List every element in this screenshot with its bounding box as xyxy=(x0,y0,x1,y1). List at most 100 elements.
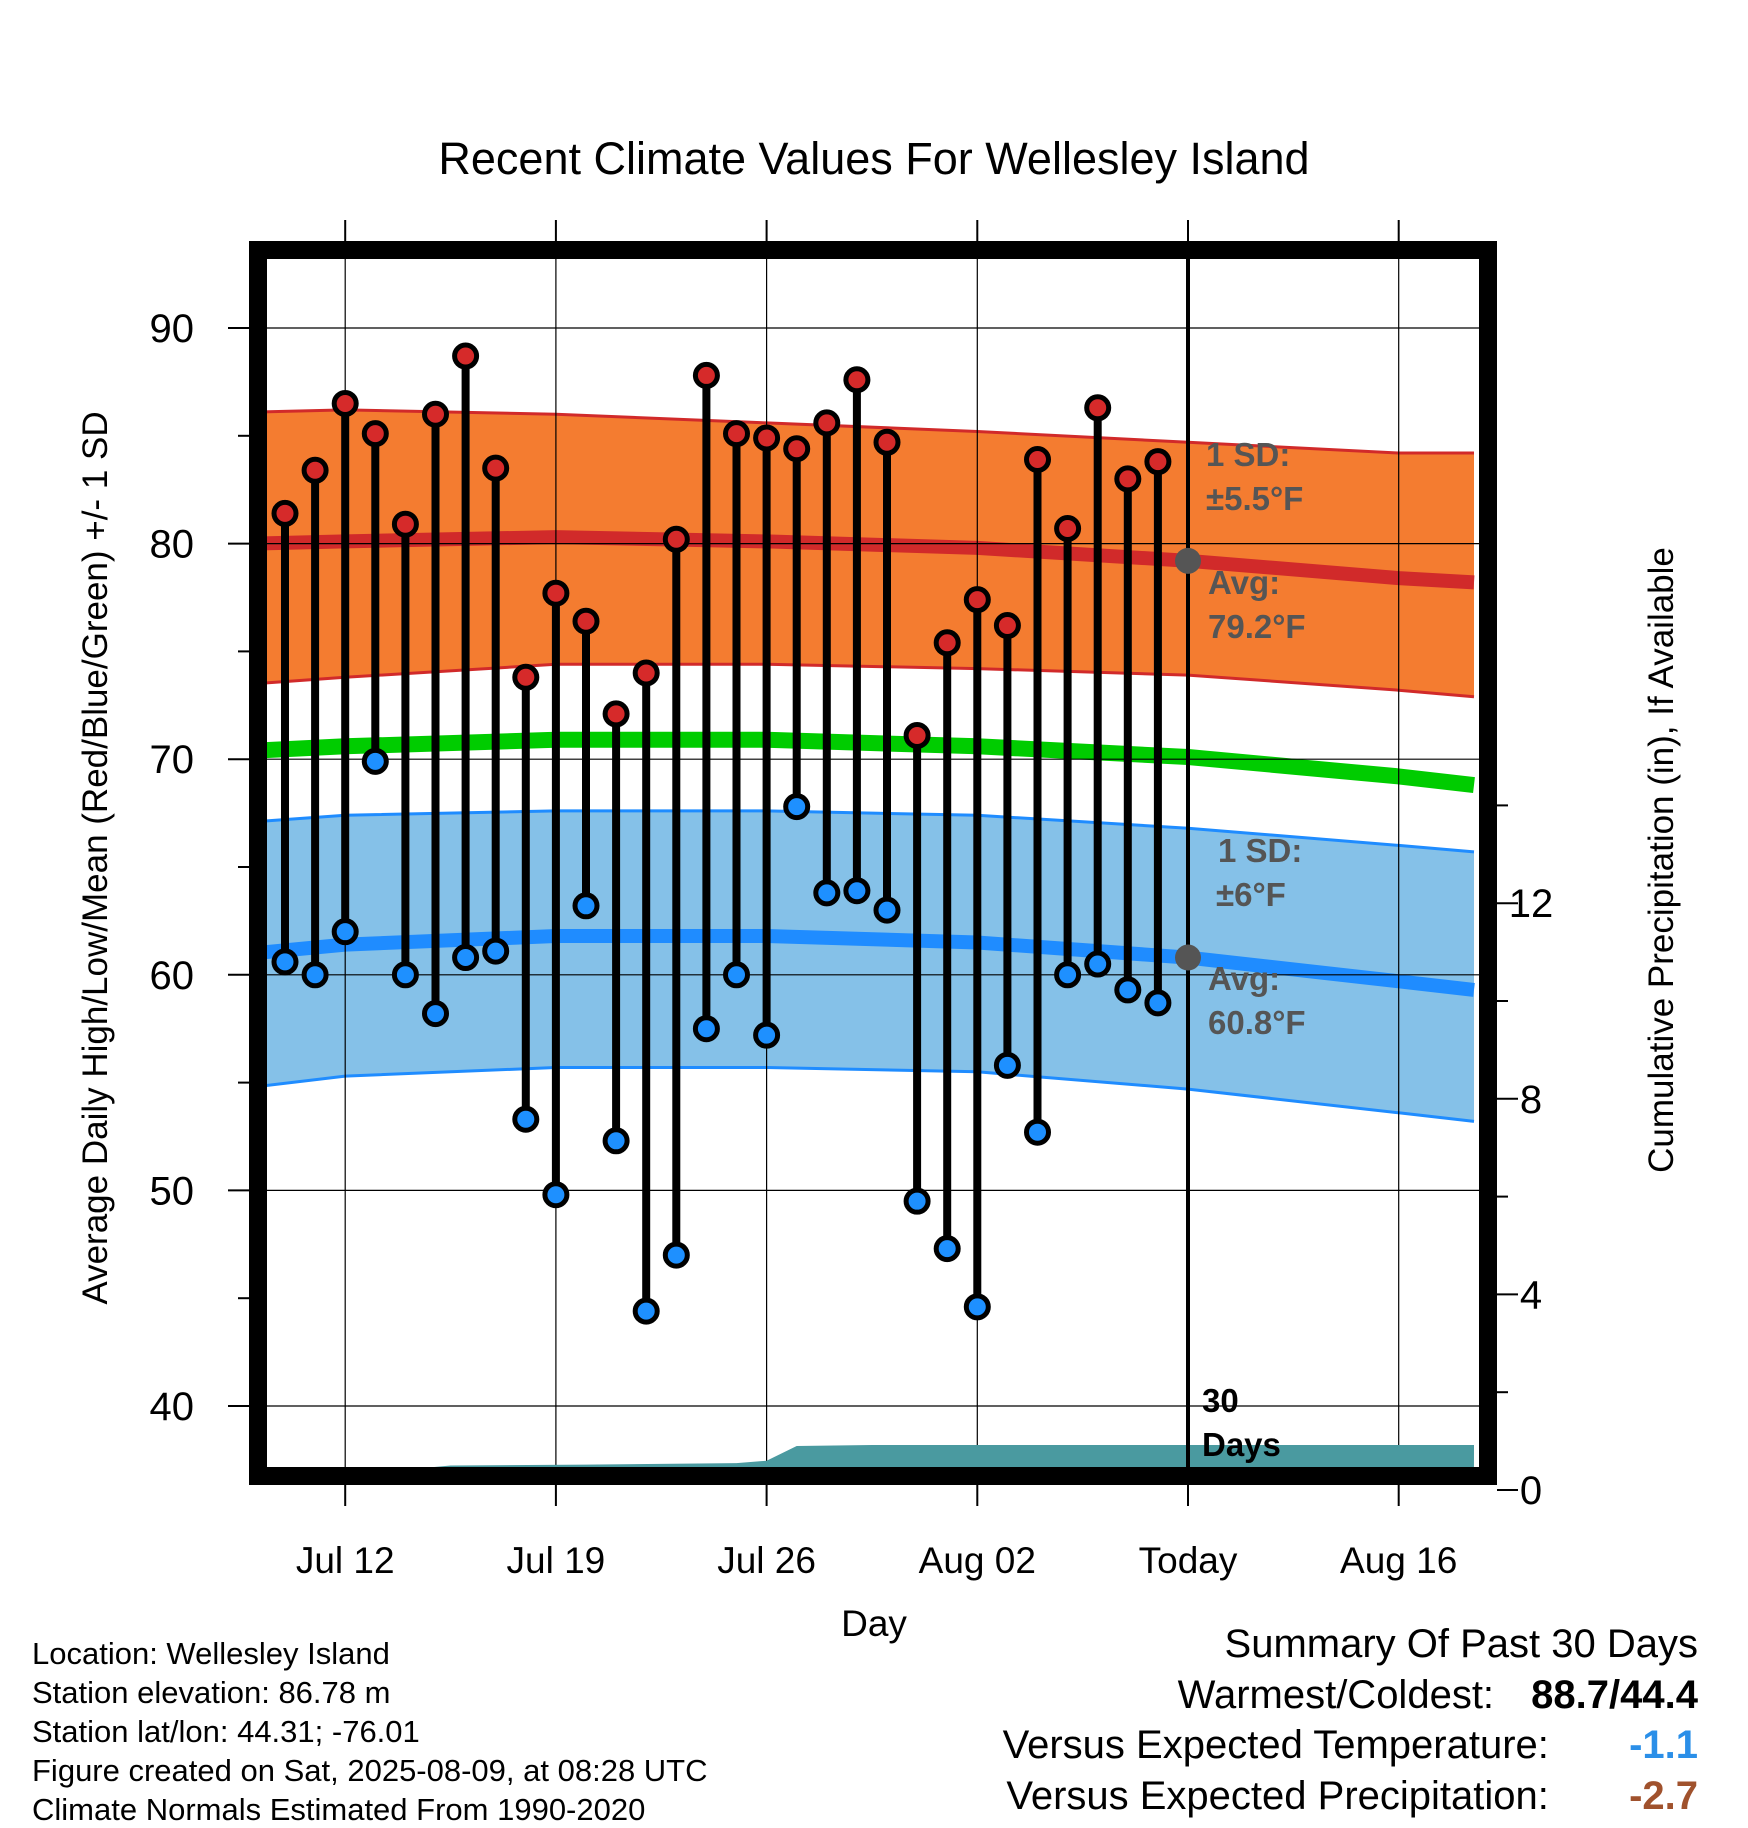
y2-axis-label: Cumulative Precipitation (in), If Availa… xyxy=(1642,547,1681,1173)
daily-high-point xyxy=(692,361,720,389)
y-tick-label: 80 xyxy=(150,523,195,567)
daily-low-point xyxy=(933,1235,961,1263)
normal-low-sd-band xyxy=(258,810,1474,1122)
normal-high-lower-edge xyxy=(258,662,1475,699)
daily-low-point xyxy=(723,961,750,989)
y2-tick-label: 0 xyxy=(1520,1469,1542,1513)
daily-high-point xyxy=(843,366,871,394)
figure-created: Figure created on Sat, 2025-08-09, at 08… xyxy=(32,1753,708,1788)
daily-high-point xyxy=(632,659,660,687)
daily-low-point xyxy=(662,1241,690,1269)
plot-area: 1 SD: ±5.5°F Avg: 79.2°F 1 SD: ±6°F Avg: 60.8°F… xyxy=(150,220,1553,1581)
daily-high-point xyxy=(512,663,540,691)
y-tick-label: 90 xyxy=(150,307,195,351)
high-avg-title: Avg: xyxy=(1208,564,1280,601)
plot-frame xyxy=(249,241,1497,1485)
daily-high-point xyxy=(903,721,931,749)
y2-tick-label: 8 xyxy=(1520,1078,1542,1122)
low-sd-title: 1 SD: xyxy=(1218,832,1302,869)
daily-high-point xyxy=(1024,446,1051,474)
station-elevation: Station elevation: 86.78 m xyxy=(32,1675,391,1710)
daily-high-point xyxy=(452,342,480,370)
summary-temperature-value: -1.1 xyxy=(1629,1723,1698,1767)
chart-title: Recent Climate Values For Wellesley Isla… xyxy=(438,133,1309,184)
daily-low-point xyxy=(903,1187,931,1215)
summary-warm-cold-label: Warmest/Coldest: xyxy=(1177,1673,1495,1717)
daily-low-point xyxy=(692,1015,720,1043)
daily-low-point xyxy=(963,1293,991,1321)
daily-high-point xyxy=(662,525,690,553)
daily-low-point xyxy=(813,879,841,907)
x-tick-label: Jul 26 xyxy=(717,1540,816,1581)
normal-high-upper-edge xyxy=(258,408,1474,455)
daily-high-point xyxy=(542,579,570,607)
daily-high-point xyxy=(391,510,419,538)
daily-low-point xyxy=(873,896,901,924)
x-tick-label: Jul 12 xyxy=(296,1540,395,1581)
daily-low-point xyxy=(422,1000,449,1028)
station-location: Location: Wellesley Island xyxy=(32,1636,390,1671)
normal-low-mean-line xyxy=(258,929,1475,997)
today-high-avg-marker xyxy=(1175,547,1201,574)
daily-low-point xyxy=(843,877,871,905)
daily-high-point xyxy=(301,456,329,484)
daily-high-point xyxy=(1084,394,1112,422)
daily-low-point xyxy=(1054,961,1082,989)
daily-high-point xyxy=(602,700,630,728)
low-avg-value: 60.8°F xyxy=(1208,1004,1306,1041)
daily-high-point xyxy=(753,424,781,452)
daily-low-point xyxy=(542,1181,570,1209)
daily-low-point xyxy=(572,892,600,920)
high-avg-value: 79.2°F xyxy=(1208,608,1306,645)
daily-low-point xyxy=(602,1127,630,1155)
y-tick-label: 60 xyxy=(150,954,195,998)
normal-low-lower-edge xyxy=(258,1066,1475,1123)
daily-low-point xyxy=(271,948,299,976)
high-sd-title: 1 SD: xyxy=(1206,436,1290,473)
summary-precipitation-row: Versus Expected Precipitation: -2.7 xyxy=(1006,1774,1698,1819)
daily-low-point xyxy=(783,793,811,821)
plot-content xyxy=(258,250,1488,1476)
y-axis-label: Average Daily High/Low/Mean (Red/Blue/Gr… xyxy=(76,411,115,1304)
daily-high-point xyxy=(813,409,841,437)
daily-low-point xyxy=(361,747,389,775)
y-tick-label: 40 xyxy=(150,1385,195,1429)
today-days-number: 30 xyxy=(1202,1382,1239,1419)
daily-low-point xyxy=(1024,1118,1051,1146)
daily-high-point xyxy=(963,586,991,614)
normal-high-sd-band xyxy=(258,409,1474,697)
x-axis-label: Day xyxy=(841,1603,907,1644)
y-tick-label: 50 xyxy=(150,1169,195,1213)
summary-warm-cold-row: Warmest/Coldest: 88.7/44.4 xyxy=(1178,1673,1698,1718)
daily-high-point xyxy=(1144,448,1172,476)
daily-low-point xyxy=(993,1051,1021,1079)
daily-low-point xyxy=(452,944,480,972)
daily-low-point xyxy=(331,918,359,946)
daily-high-point xyxy=(1054,515,1082,543)
daily-low-point xyxy=(1084,950,1112,978)
daily-high-point xyxy=(783,435,811,463)
low-sd-value: ±6°F xyxy=(1216,876,1286,913)
daily-high-point xyxy=(1114,465,1142,493)
today-low-avg-marker xyxy=(1175,944,1201,971)
y-tick-label: 70 xyxy=(150,738,195,782)
daily-high-point xyxy=(482,454,510,482)
summary-temperature-label: Versus Expected Temperature: xyxy=(1002,1723,1549,1767)
daily-high-point xyxy=(723,420,750,448)
daily-low-point xyxy=(1114,976,1142,1004)
x-tick-label: Aug 16 xyxy=(1340,1540,1457,1581)
daily-low-point xyxy=(1144,989,1172,1017)
summary-precipitation-label: Versus Expected Precipitation: xyxy=(1006,1774,1549,1818)
daily-low-point xyxy=(632,1297,660,1325)
y2-tick-label: 4 xyxy=(1520,1273,1542,1317)
daily-low-point xyxy=(391,961,419,989)
station-latlon: Station lat/lon: 44.31; -76.01 xyxy=(32,1714,420,1749)
daily-high-point xyxy=(331,389,359,417)
x-tick-label: Aug 02 xyxy=(919,1540,1036,1581)
summary-temperature-row: Versus Expected Temperature: -1.1 xyxy=(1003,1723,1698,1768)
daily-high-point xyxy=(993,612,1021,640)
daily-high-point xyxy=(271,499,299,527)
low-avg-title: Avg: xyxy=(1208,960,1280,997)
x-tick-label: Jul 19 xyxy=(507,1540,606,1581)
